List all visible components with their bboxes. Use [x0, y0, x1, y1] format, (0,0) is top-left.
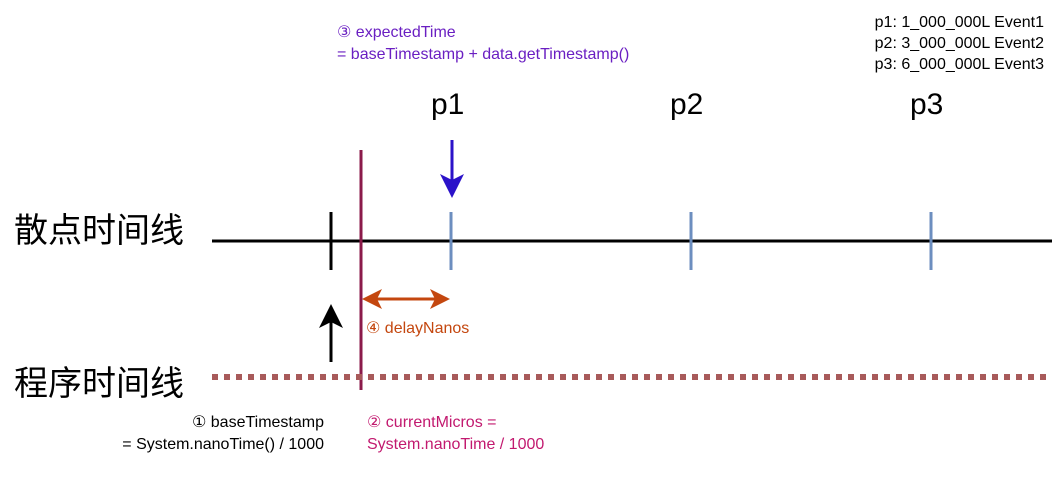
legend-line-p3: p3: 6_000_000L Event3: [874, 56, 1044, 73]
expected-time-line1: ③ expectedTime: [337, 24, 456, 41]
current-micros-line2: System.nanoTime / 1000: [367, 436, 545, 453]
base-timestamp-line2: = System.nanoTime() / 1000: [122, 436, 324, 453]
point-label-p1: p1: [431, 88, 465, 121]
point-label-p3: p3: [910, 88, 944, 121]
expected-time-line2: = baseTimestamp + data.getTimestamp(): [337, 46, 630, 63]
legend-line-p1: p1: 1_000_000L Event1: [874, 14, 1044, 31]
delay-nanos-label: ④ delayNanos: [366, 320, 470, 337]
point-label-p2: p2: [670, 88, 704, 121]
expected-arrow: [440, 140, 464, 198]
current-micros-annotation: ② currentMicros = System.nanoTime / 1000: [367, 412, 544, 456]
base-up-arrow: [319, 304, 343, 362]
base-timestamp-line1: ① baseTimestamp: [191, 414, 324, 431]
scatter-timeline-label: 散点时间线: [14, 211, 184, 251]
expected-time-annotation: ③ expectedTime = baseTimestamp + data.ge…: [337, 22, 629, 66]
event-legend: p1: 1_000_000L Event1 p2: 3_000_000L Eve…: [875, 12, 1044, 75]
delay-double-arrow: [362, 289, 450, 309]
legend-line-p2: p2: 3_000_000L Event2: [874, 35, 1044, 52]
base-timestamp-annotation: ① baseTimestamp = System.nanoTime() / 10…: [122, 412, 324, 456]
current-micros-line1: ② currentMicros =: [367, 414, 497, 431]
program-timeline-label: 程序时间线: [14, 364, 184, 404]
